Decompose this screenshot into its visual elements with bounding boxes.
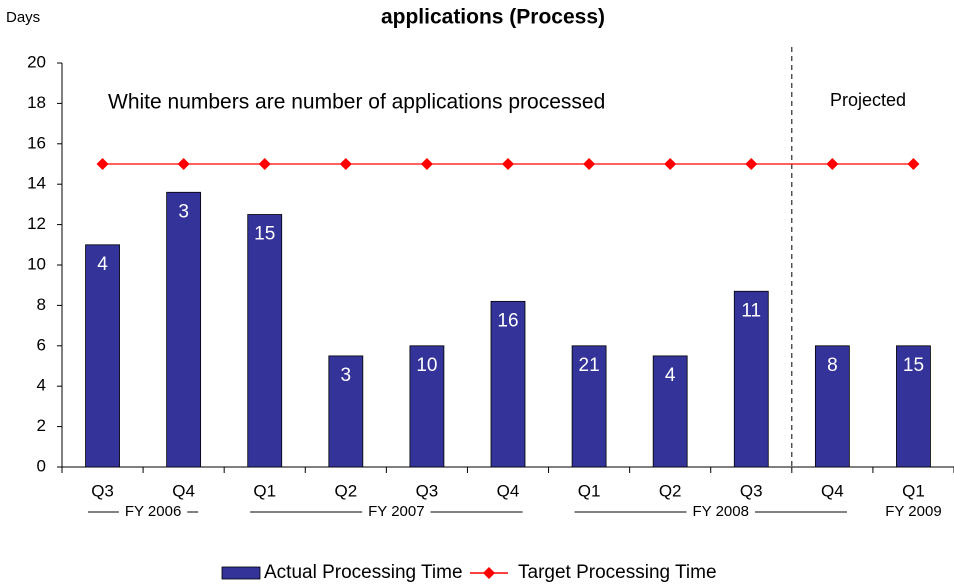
bar	[571, 345, 607, 468]
y-tick-label: 6	[37, 335, 46, 354]
x-tick-label: Q3	[740, 481, 763, 500]
bar	[247, 214, 283, 468]
y-tick-label: 12	[27, 214, 46, 233]
x-tick-label: Q4	[172, 481, 195, 500]
bar	[166, 191, 202, 468]
group-label: FY 2008	[693, 503, 749, 520]
x-tick-label: Q4	[497, 481, 520, 500]
target-marker	[420, 158, 433, 170]
target-marker	[907, 158, 920, 170]
count-label: 11	[741, 300, 761, 321]
x-tick-label: Q1	[902, 481, 925, 500]
y-tick-label: 0	[37, 456, 46, 475]
x-tick-label: Q4	[821, 481, 844, 500]
count-label: 15	[903, 355, 924, 376]
target-marker	[664, 158, 677, 170]
count-label: 21	[579, 355, 600, 376]
y-tick-label: 2	[37, 416, 46, 435]
y-tick-label: 4	[37, 376, 46, 395]
group-label: FY 2009	[885, 503, 941, 520]
target-marker	[745, 158, 758, 170]
target-marker	[339, 158, 352, 170]
y-tick-label: 14	[27, 174, 46, 193]
annotation: White numbers are number of applications…	[108, 91, 605, 114]
bar	[652, 355, 688, 468]
legend-label: Target Processing Time	[518, 562, 717, 583]
bar	[409, 345, 445, 468]
count-label: 10	[416, 355, 437, 376]
y-tick-label: 10	[27, 254, 46, 273]
count-label: 16	[497, 310, 518, 331]
x-tick-label: Q2	[334, 481, 357, 500]
x-tick-label: Q2	[659, 481, 682, 500]
target-marker	[583, 158, 596, 170]
bar	[490, 300, 526, 468]
legend-swatch	[483, 567, 495, 579]
target-marker	[502, 158, 514, 170]
count-label: 8	[827, 355, 838, 376]
projected-label: Projected	[830, 90, 906, 110]
legend-swatch	[221, 566, 261, 580]
bar	[896, 345, 931, 468]
bar	[814, 345, 850, 468]
target-marker	[177, 158, 190, 170]
legend-label: Actual Processing Time	[264, 562, 463, 583]
x-tick-label: Q1	[578, 481, 601, 500]
count-label: 4	[665, 365, 676, 386]
bar	[85, 244, 120, 468]
target-marker	[258, 158, 271, 170]
target-marker	[826, 158, 839, 170]
target-marker	[96, 158, 109, 170]
group-label: FY 2007	[368, 503, 424, 520]
bar	[733, 290, 769, 468]
bar	[328, 355, 364, 468]
y-tick-label: 18	[27, 93, 46, 112]
count-label: 3	[178, 201, 189, 222]
x-tick-label: Q1	[253, 481, 276, 500]
x-tick-label: Q3	[91, 481, 114, 500]
count-label: 3	[341, 365, 352, 386]
y-tick-label: 8	[37, 295, 46, 314]
chart-title: applications (Process)	[381, 6, 605, 29]
y-tick-label: 20	[27, 52, 46, 71]
group-label: FY 2006	[125, 503, 181, 520]
y-axis-label: Days	[6, 9, 40, 26]
y-tick-label: 16	[27, 133, 46, 152]
count-label: 15	[254, 224, 275, 245]
x-tick-label: Q3	[416, 481, 439, 500]
count-label: 4	[97, 254, 108, 275]
